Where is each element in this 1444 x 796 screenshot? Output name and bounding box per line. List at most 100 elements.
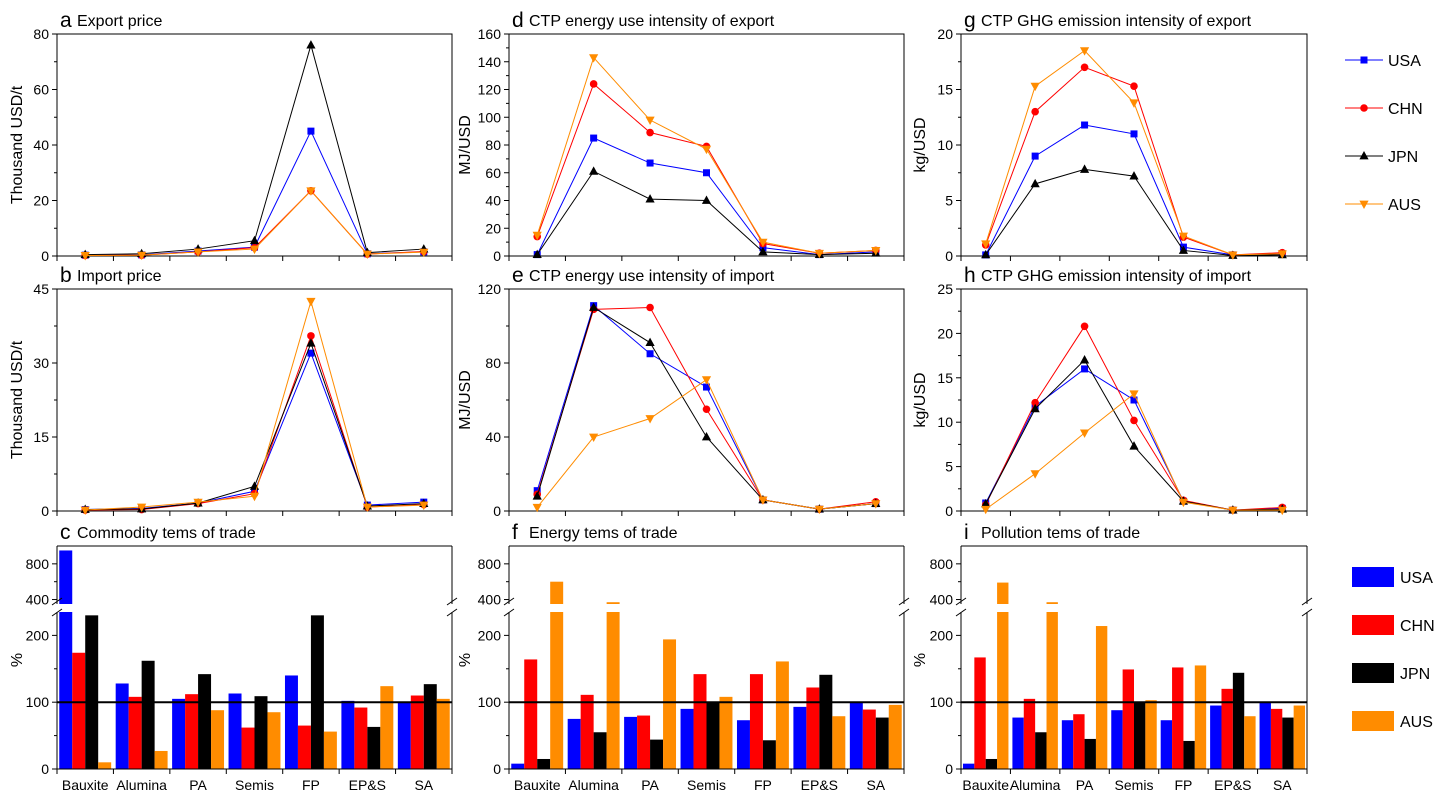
y-axis-title: % — [9, 653, 26, 667]
x-tick-label: Semis — [1115, 777, 1154, 793]
y-tick-label: 120 — [478, 82, 502, 98]
x-tick-label: EP&S — [1214, 777, 1251, 793]
panel-title: CTP energy use intensity of import — [529, 268, 775, 285]
y-tick-label: 200 — [26, 627, 50, 643]
series-line-jpn — [85, 43, 424, 256]
bar-aus — [436, 698, 450, 769]
panel-title: Energy tems of trade — [529, 525, 678, 542]
data-point-aus — [814, 505, 824, 515]
y-axis-title: MJ/USD — [457, 370, 474, 430]
series-line-aus — [536, 56, 876, 254]
y-axis-title: Thousand USD/t — [9, 340, 26, 459]
data-point-usa — [646, 159, 654, 167]
data-point-jpn — [532, 249, 542, 259]
bar-upper-aus — [550, 581, 564, 604]
data-point-aus — [701, 145, 712, 155]
panel-c: 0 100 200 400 800 Bauxite Alumina PA Semis FP EP&S… — [9, 521, 458, 793]
data-point-jpn — [1079, 355, 1090, 364]
bar-usa — [793, 706, 807, 769]
series-line-aus — [985, 49, 1283, 256]
axis-break-mark — [503, 597, 515, 606]
plot-frame — [56, 288, 453, 512]
data-point-aus — [1079, 429, 1090, 438]
bar-usa — [284, 675, 298, 769]
plot-frame — [56, 33, 453, 257]
series-line-jpn — [536, 170, 876, 256]
data-point-usa — [1031, 152, 1039, 160]
bar-usa — [511, 763, 525, 769]
data-point-aus — [137, 503, 147, 513]
y-tick-label: 20 — [937, 325, 953, 341]
y-tick-label: 15 — [937, 370, 953, 386]
data-point-aus — [1228, 506, 1238, 516]
x-tick-label: Alumina — [568, 777, 619, 793]
panel-title: Import price — [77, 268, 162, 285]
bar-chn — [354, 707, 368, 769]
x-tick-label: FP — [302, 777, 320, 793]
bar-jpn — [141, 660, 155, 769]
bar-jpn — [819, 674, 833, 769]
axis-break-mark — [898, 597, 910, 606]
data-point-aus — [981, 240, 991, 249]
y-tick-label: 0 — [493, 503, 501, 519]
panel-e: 0 40 80 120 e CTP energy use intensity of imp… — [457, 264, 905, 519]
y-tick-label: 15 — [33, 429, 49, 445]
legend-bar-swatch — [1352, 567, 1394, 587]
series-line-aus — [536, 378, 876, 510]
data-point-usa — [1081, 365, 1089, 373]
bar-jpn — [198, 674, 212, 769]
y-tick-label: 800 — [26, 556, 50, 572]
y-axis-title: % — [457, 653, 474, 667]
bar-upper-aus — [1046, 602, 1058, 604]
y-tick-label: 20 — [937, 26, 953, 42]
bar-usa — [736, 720, 750, 769]
legend-label: JPN — [1388, 149, 1418, 166]
data-point-aus — [193, 248, 203, 257]
legend-label: AUS — [1388, 197, 1421, 214]
data-point-chn — [1080, 63, 1089, 72]
bar-chn — [1073, 714, 1085, 769]
bar-jpn — [1183, 740, 1195, 769]
bar-usa — [1210, 705, 1222, 769]
bar-jpn — [1134, 702, 1146, 769]
y-axis-title: kg/USD — [912, 117, 929, 172]
y-tick-label: 0 — [41, 761, 49, 777]
panel-letter: f — [512, 521, 518, 544]
data-point-aus — [419, 248, 429, 258]
panel-title: CTP GHG emission intensity of import — [981, 268, 1252, 285]
y-tick-label: 200 — [478, 627, 502, 643]
data-point-chn — [702, 405, 711, 414]
bar-chn — [524, 659, 538, 769]
bar-aus — [888, 704, 902, 769]
data-point-chn — [1031, 398, 1039, 407]
bar-aus — [1046, 612, 1058, 769]
bar-upper-aus — [997, 582, 1009, 604]
data-point-aus — [1228, 251, 1238, 260]
bar-jpn — [367, 726, 381, 769]
x-tick-label: EP&S — [349, 777, 386, 793]
x-tick-label: Bauxite — [514, 777, 561, 793]
bar-chn — [1023, 698, 1036, 769]
panel-letter: a — [60, 9, 72, 32]
bar-jpn — [423, 684, 437, 769]
series-line-aus — [85, 299, 424, 511]
y-tick-label: 20 — [33, 193, 49, 209]
data-point-usa — [590, 134, 598, 142]
data-point-jpn — [1030, 178, 1040, 188]
bar-usa — [1259, 701, 1271, 769]
x-tick-label: Semis — [687, 777, 726, 793]
series-line-jpn — [985, 168, 1283, 256]
bar-jpn — [875, 717, 889, 769]
x-tick-label: Alumina — [1010, 777, 1061, 793]
data-point-usa — [646, 350, 654, 358]
legend-label: CHN — [1400, 618, 1435, 635]
panel-i: 0 100 200 400 800 Bauxite Alumina PA Semis FP EP&S… — [912, 521, 1313, 793]
panel-letter: h — [964, 264, 976, 287]
data-point-aus — [532, 231, 542, 241]
data-point-chn — [646, 128, 654, 137]
data-point-aus — [306, 187, 316, 196]
panel-letter: c — [60, 521, 71, 544]
data-point-aus — [589, 433, 599, 442]
y-axis-title: Thousand USD/t — [9, 85, 26, 204]
panel-title: Pollution tems of trade — [981, 525, 1140, 542]
